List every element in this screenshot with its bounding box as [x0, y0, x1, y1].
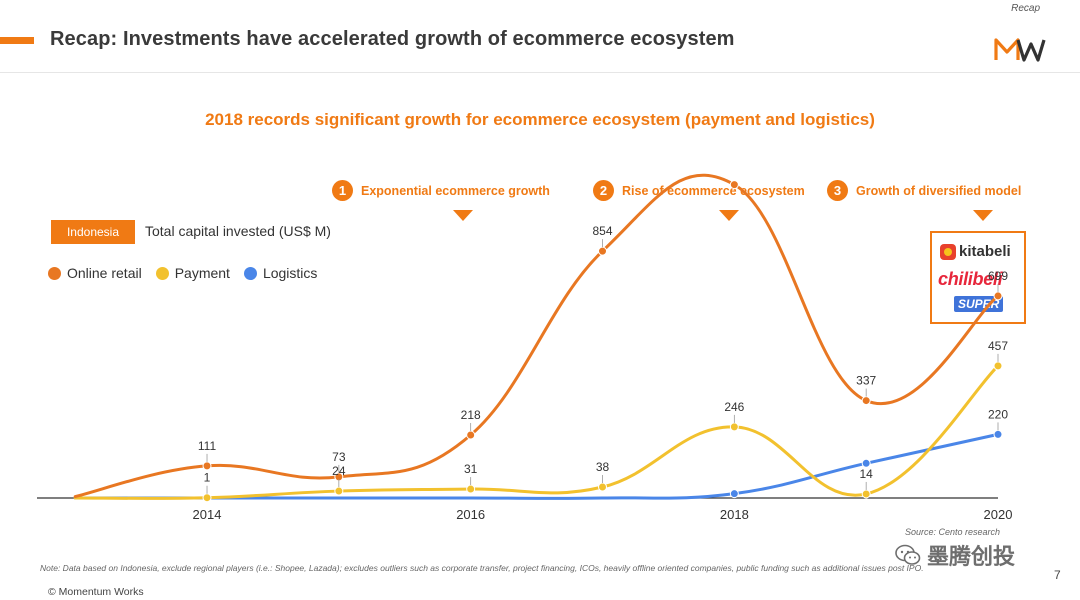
kitabeli-icon: [940, 243, 956, 260]
data-label: 337: [856, 374, 876, 388]
super-logo: SUPER: [954, 296, 1004, 312]
data-label: 699: [988, 269, 1008, 283]
x-tick-label: 2018: [720, 507, 749, 522]
legend-logistics: Logistics: [243, 265, 318, 281]
title-accent-bar: [0, 37, 34, 44]
data-point: [202, 493, 212, 503]
data-label: 111: [198, 439, 217, 453]
data-label: 73: [332, 450, 346, 464]
legend-payment-label: Payment: [174, 265, 230, 281]
x-tick-label: 2014: [193, 507, 222, 522]
phase-3-label: Growth of diversified model: [856, 183, 1022, 198]
data-label: 31: [464, 462, 478, 476]
data-point: [993, 361, 1003, 371]
series-line-0: [73, 173, 1000, 499]
kitabeli-wordmark: kitabeli: [959, 243, 1011, 260]
watermark: 墨腾创投: [895, 539, 1015, 571]
data-point: [729, 422, 739, 432]
data-point: [861, 458, 871, 468]
data-point: [334, 486, 344, 496]
phase-1-number: 1: [332, 180, 353, 201]
data-point: [729, 489, 739, 499]
wechat-icon: [895, 544, 921, 565]
page-title: Recap: Investments have accelerated grow…: [50, 28, 735, 50]
data-label: 1: [204, 471, 211, 485]
metric-label: Total capital invested (US$ M): [145, 223, 331, 239]
phase-3: 3 Growth of diversified model: [827, 180, 1021, 201]
phase-1-marker-icon: [453, 210, 473, 221]
phase-3-marker-icon: [973, 210, 993, 221]
legend-payment: Payment: [155, 265, 230, 281]
data-label: 457: [988, 339, 1008, 353]
online-retail-dot-icon: [48, 266, 61, 280]
logistics-dot-icon: [243, 266, 257, 280]
kitabeli-logo: kitabeli: [940, 243, 1011, 260]
chart-legend: Online retail Payment Logistics: [48, 265, 317, 281]
data-label: 220: [988, 407, 1008, 421]
footnote: Note: Data based on Indonesia, exclude r…: [40, 563, 924, 573]
chart-subtitle: 2018 records significant growth for ecom…: [205, 110, 875, 129]
data-label: 24: [332, 464, 346, 478]
copyright: © Momentum Works: [48, 586, 144, 598]
data-label: 854: [592, 224, 612, 238]
data-point: [861, 396, 871, 406]
x-tick-label: 2016: [456, 507, 485, 522]
phase-2-marker-icon: [719, 210, 739, 221]
phase-1: 1 Exponential ecommerce growth: [332, 180, 550, 201]
phase-3-number: 3: [827, 180, 848, 201]
country-tag: Indonesia: [51, 220, 135, 244]
data-label: 38: [596, 460, 610, 474]
data-point: [598, 482, 608, 492]
corner-section-label: Recap: [1011, 3, 1040, 14]
data-label: 246: [724, 400, 744, 414]
data-point: [993, 429, 1003, 439]
data-point: [861, 489, 871, 499]
chilibeli-logo: chilibeli: [938, 269, 1003, 289]
data-point: [466, 484, 476, 494]
header-divider: [0, 72, 1080, 73]
watermark-text: 墨腾创投: [927, 544, 1016, 569]
x-tick-label: 2020: [984, 507, 1013, 522]
diversified-brands-box: kitabeli chilibeli SUPER: [930, 231, 1026, 324]
momentum-works-logo-icon: [994, 38, 1046, 62]
data-label: 218: [461, 408, 481, 422]
payment-dot-icon: [155, 266, 169, 280]
source-note: Source: Cento research: [905, 527, 1001, 537]
legend-online-retail: Online retail: [48, 265, 142, 281]
data-point: [202, 461, 212, 471]
data-point: [729, 180, 739, 190]
legend-online-retail-label: Online retail: [67, 265, 142, 281]
data-label: 14: [859, 467, 873, 481]
data-point: [598, 246, 608, 256]
phase-2-number: 2: [593, 180, 614, 201]
page-number: 7: [1054, 568, 1061, 582]
legend-logistics-label: Logistics: [262, 265, 318, 281]
phase-1-label: Exponential ecommerce growth: [361, 183, 550, 198]
data-point: [466, 430, 476, 440]
data-point: [993, 291, 1003, 301]
